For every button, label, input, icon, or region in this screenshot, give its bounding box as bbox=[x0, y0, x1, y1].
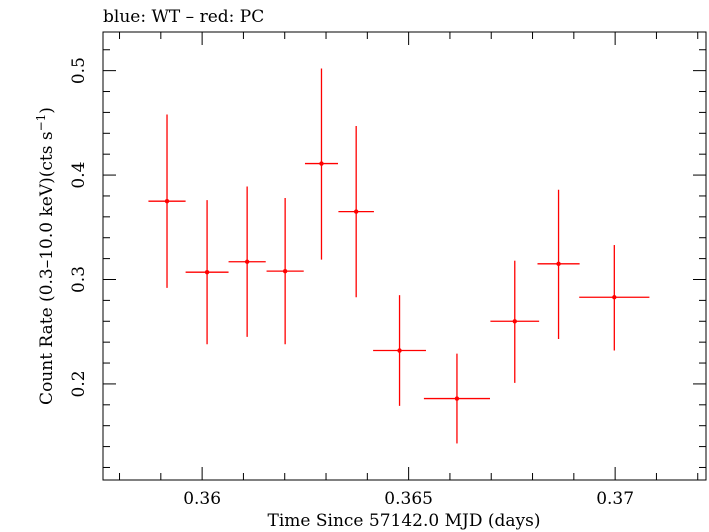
point-marker bbox=[282, 268, 288, 274]
point-marker bbox=[204, 269, 210, 275]
point-marker bbox=[512, 319, 517, 324]
data-point bbox=[423, 353, 490, 444]
point-marker bbox=[397, 348, 402, 353]
data-point bbox=[490, 260, 540, 383]
plot-frame bbox=[102, 31, 707, 481]
y-tick-label: 0.3 bbox=[69, 266, 89, 293]
point-marker bbox=[164, 198, 170, 204]
point-marker bbox=[454, 396, 460, 401]
y-axis-label-close: ) bbox=[37, 107, 57, 114]
data-point bbox=[304, 68, 339, 260]
x-tick-label: 0.37 bbox=[596, 489, 634, 509]
y-axis-label: Count Rate (0.3–10.0 keV)(cts s−1) bbox=[34, 107, 57, 405]
x-tick-label: 0.36 bbox=[183, 489, 221, 509]
chart-title: blue: WT – red: PC bbox=[103, 7, 264, 27]
data-point bbox=[373, 295, 426, 406]
point-marker bbox=[319, 161, 324, 166]
point-marker bbox=[353, 209, 359, 214]
data-point bbox=[537, 189, 580, 340]
y-tick-label: 0.2 bbox=[69, 370, 89, 397]
data-point bbox=[185, 200, 229, 345]
x-axis-label: Time Since 57142.0 MJD (days) bbox=[268, 511, 541, 531]
y-axis-label-exponent: −1 bbox=[34, 114, 48, 132]
tick-labels: 0.36 0.365 0.37 0.2 0.3 0.4 0.5 bbox=[69, 57, 634, 509]
data-point bbox=[579, 245, 650, 351]
data-point bbox=[148, 114, 186, 288]
data-point bbox=[228, 186, 266, 337]
axis-ticks bbox=[103, 32, 706, 480]
y-tick-label: 0.5 bbox=[69, 57, 89, 84]
data-point bbox=[266, 198, 304, 345]
y-tick-label: 0.4 bbox=[69, 162, 89, 189]
y-axis-label-main: Count Rate (0.3–10.0 keV)(cts s bbox=[37, 131, 57, 405]
point-marker bbox=[612, 295, 617, 300]
data-point bbox=[338, 125, 374, 298]
point-marker bbox=[244, 259, 250, 264]
point-marker bbox=[556, 261, 561, 267]
x-tick-label: 0.365 bbox=[384, 489, 433, 509]
data-points bbox=[148, 68, 650, 444]
